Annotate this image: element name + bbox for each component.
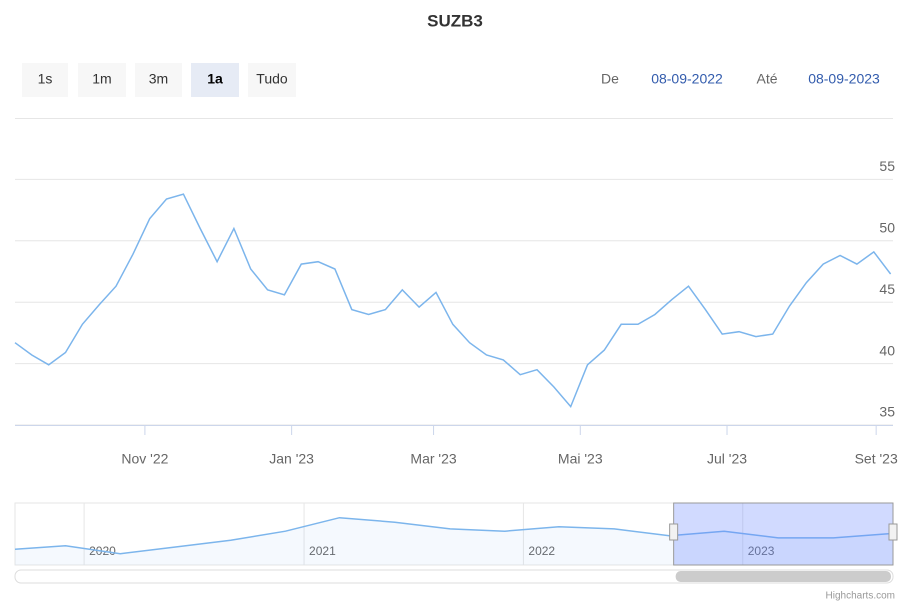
range-button[interactable]	[135, 63, 182, 97]
range-button-label[interactable]: 1m	[92, 71, 111, 87]
x-tick-label: Mar '23	[410, 451, 456, 467]
x-tick-label: Mai '23	[558, 451, 603, 467]
y-tick-label: 45	[879, 281, 895, 297]
navigator-tick-label: 2023	[748, 544, 775, 558]
x-tick-label: Nov '22	[121, 451, 168, 467]
y-tick-label: 55	[879, 158, 895, 174]
from-date[interactable]: 08-09-2022	[651, 71, 723, 87]
navigator-handle[interactable]	[888, 523, 898, 541]
chart-title: SUZB3	[427, 11, 483, 30]
range-button[interactable]	[191, 63, 239, 97]
y-tick-label: 35	[879, 404, 895, 420]
range-button[interactable]	[22, 63, 68, 97]
credits[interactable]: Highcharts.com	[826, 591, 895, 602]
to-date[interactable]: 08-09-2023	[808, 71, 880, 87]
x-tick-label: Set '23	[855, 451, 898, 467]
x-tick-label: Jul '23	[707, 451, 747, 467]
navigator-line	[14, 516, 893, 555]
range-button-label[interactable]: 1a	[207, 71, 223, 87]
range-button-label[interactable]: 3m	[149, 71, 168, 87]
navigator-area	[15, 517, 893, 565]
range-button-label[interactable]: Tudo	[256, 71, 288, 87]
range-button-label[interactable]: 1s	[38, 71, 53, 87]
range-button[interactable]	[248, 63, 296, 97]
x-tick-label: Jan '23	[269, 451, 314, 467]
to-label: Até	[756, 71, 777, 87]
price-line	[14, 193, 892, 409]
navigator-selection[interactable]	[673, 502, 894, 566]
navigator-handle[interactable]	[669, 523, 679, 541]
navigator-tick-label: 2021	[309, 544, 336, 558]
from-label: De	[601, 71, 619, 87]
scrollbar-thumb[interactable]	[675, 571, 891, 582]
navigator-tick-label: 2022	[528, 544, 555, 558]
range-button[interactable]	[78, 63, 126, 97]
y-tick-label: 50	[879, 220, 895, 236]
scrollbar-track[interactable]	[14, 569, 894, 584]
y-tick-label: 40	[879, 342, 895, 358]
